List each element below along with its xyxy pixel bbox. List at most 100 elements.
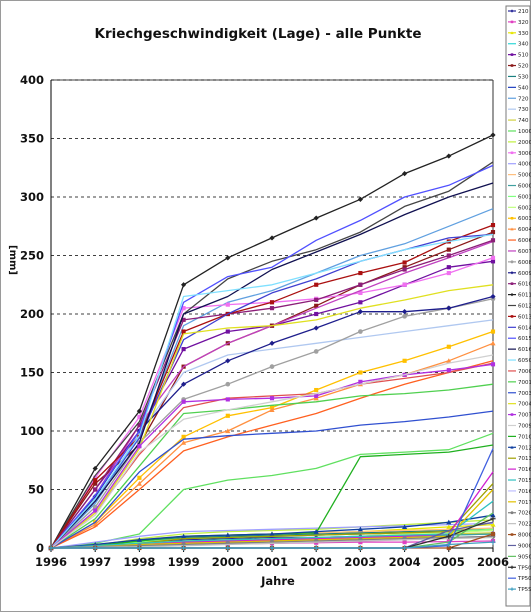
data-point — [510, 445, 514, 449]
legend-label: TP500 — [517, 565, 531, 571]
data-point — [225, 428, 231, 434]
series-7015 — [50, 500, 494, 549]
data-point — [357, 196, 363, 202]
data-point — [181, 434, 186, 439]
legend-item: 6011 — [508, 293, 531, 299]
data-point — [402, 314, 407, 319]
data-point — [446, 253, 451, 258]
legend-label: 7007 — [518, 413, 531, 419]
x-tick-label: 2001 — [256, 555, 288, 569]
series-7004 — [50, 284, 494, 549]
legend-label: 540 — [518, 85, 529, 91]
y-tick-label: 350 — [20, 132, 44, 146]
series-7009 — [50, 354, 494, 549]
series-7001 — [50, 383, 494, 549]
legend-item: 340 — [508, 42, 529, 48]
data-point — [225, 358, 231, 364]
x-tick-label: 2004 — [389, 555, 421, 569]
data-point — [269, 531, 275, 537]
legend-item: 7000 — [508, 369, 531, 375]
data-point — [510, 9, 514, 13]
series-line — [50, 284, 494, 549]
data-point — [490, 362, 496, 367]
legend-label: TP506 — [517, 576, 531, 582]
data-point — [490, 516, 496, 522]
series-7022 — [50, 536, 494, 549]
data-point — [136, 545, 142, 551]
data-point — [358, 370, 363, 375]
legend-item: 6004 — [508, 227, 531, 233]
data-point — [358, 290, 363, 296]
legend-item: 6016 — [508, 347, 531, 353]
data-point — [181, 381, 187, 387]
legend-label: 6009 — [518, 271, 531, 277]
data-point — [181, 329, 186, 334]
legend-label: 510 — [518, 53, 529, 59]
data-point — [490, 293, 496, 300]
data-point — [446, 153, 452, 159]
data-point — [510, 511, 514, 515]
data-point — [225, 545, 231, 551]
data-point — [313, 325, 319, 331]
data-point — [93, 508, 98, 513]
y-tick-label: 50 — [28, 483, 44, 497]
legend-item: 740 — [508, 118, 529, 124]
data-point — [490, 340, 496, 346]
series-6012 — [50, 161, 494, 549]
legend-item: 6000 — [508, 184, 531, 190]
legend-item: 6050 — [508, 358, 531, 364]
legend-item: 330 — [508, 31, 529, 37]
data-point — [402, 524, 408, 530]
data-point — [93, 475, 98, 480]
series-line — [50, 383, 494, 549]
legend-label: 6002 — [518, 205, 531, 211]
legend-item: 530 — [508, 74, 529, 80]
data-point — [446, 305, 452, 311]
legend-item: 7020 — [508, 511, 531, 517]
legend-item: 7022 — [508, 522, 531, 528]
data-point — [490, 223, 496, 228]
series-line — [50, 233, 494, 549]
legend-item: 7015 — [508, 478, 531, 484]
x-tick-label: 2002 — [300, 555, 332, 569]
series-6016 — [50, 182, 494, 549]
data-point — [313, 545, 319, 551]
legend-label: 6050 — [518, 358, 531, 364]
legend-label: 6006 — [518, 238, 531, 244]
legend-label: 6000 — [518, 184, 531, 190]
data-point — [357, 545, 363, 551]
data-point — [510, 151, 514, 155]
data-point — [358, 282, 363, 287]
legend-item: 4000 — [508, 162, 531, 168]
x-tick-label: 1999 — [168, 555, 200, 569]
y-tick-label: 0 — [36, 541, 44, 555]
x-tick-label: 1997 — [79, 555, 111, 569]
legend-item: TP5S — [508, 587, 531, 593]
data-point — [510, 53, 514, 56]
data-point — [490, 522, 496, 527]
data-point — [181, 545, 187, 551]
data-point — [510, 20, 514, 24]
legend-label: 530 — [518, 74, 529, 80]
legend-label: 6008 — [518, 260, 531, 266]
data-point — [446, 358, 452, 363]
data-point — [137, 423, 142, 428]
data-point — [446, 541, 452, 548]
x-axis-label: Jahre — [260, 574, 295, 588]
legend-label: 7001 — [518, 380, 531, 386]
legend-item: 6013 — [508, 314, 531, 320]
data-point — [358, 270, 363, 276]
legend-item: 6010 — [508, 282, 531, 288]
legend-item: 3000 — [508, 151, 531, 157]
legend-label: 6015 — [518, 336, 531, 342]
legend-item: 6012 — [508, 304, 531, 310]
data-point — [93, 481, 98, 486]
legend-label: 7017 — [518, 500, 531, 506]
data-point — [314, 393, 319, 398]
data-point — [137, 475, 142, 480]
data-point — [313, 215, 319, 221]
legend-label: 7010 — [518, 434, 531, 440]
legend-item: TP506 — [508, 576, 531, 582]
x-tick-label: 2003 — [344, 555, 376, 569]
